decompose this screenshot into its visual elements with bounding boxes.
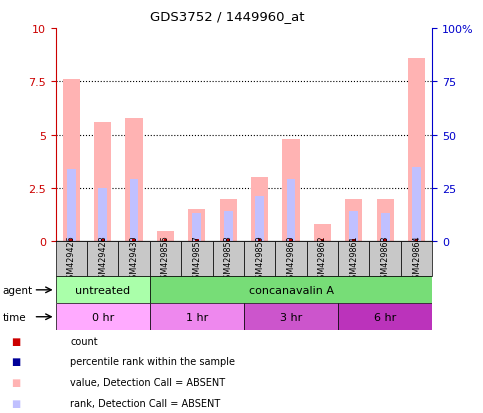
Bar xyxy=(188,210,205,242)
Text: ■: ■ xyxy=(11,356,20,366)
Bar xyxy=(349,212,358,242)
Bar xyxy=(56,277,150,304)
Bar xyxy=(275,242,307,277)
Bar xyxy=(384,240,387,242)
Bar xyxy=(213,242,244,277)
Bar xyxy=(70,240,73,242)
Bar xyxy=(283,140,299,242)
Text: 1 hr: 1 hr xyxy=(185,312,208,322)
Text: GSM429859: GSM429859 xyxy=(255,235,264,283)
Text: 3 hr: 3 hr xyxy=(280,312,302,322)
Text: GSM429426: GSM429426 xyxy=(67,235,76,283)
Text: GSM429858: GSM429858 xyxy=(224,235,233,283)
Bar xyxy=(307,242,338,277)
Bar xyxy=(118,242,150,277)
Bar xyxy=(195,240,199,242)
Bar xyxy=(415,240,418,242)
Text: GSM429864: GSM429864 xyxy=(412,235,421,283)
Bar xyxy=(338,242,369,277)
Bar xyxy=(369,242,401,277)
Bar xyxy=(401,242,432,277)
Bar xyxy=(67,169,76,242)
Text: GSM429863: GSM429863 xyxy=(381,235,390,283)
Bar xyxy=(150,242,181,277)
Text: percentile rank within the sample: percentile rank within the sample xyxy=(70,356,235,366)
Bar xyxy=(289,240,293,242)
Text: GSM429860: GSM429860 xyxy=(286,235,296,283)
Text: 6 hr: 6 hr xyxy=(374,312,397,322)
Bar xyxy=(94,123,111,242)
Text: count: count xyxy=(70,336,98,346)
Bar xyxy=(227,240,230,242)
Text: concanavalin A: concanavalin A xyxy=(249,285,333,295)
Text: untreated: untreated xyxy=(75,285,130,295)
Text: value, Detection Call = ABSENT: value, Detection Call = ABSENT xyxy=(70,377,225,387)
Text: ■: ■ xyxy=(11,398,20,408)
Bar xyxy=(192,214,201,242)
Bar xyxy=(286,180,296,242)
Bar xyxy=(150,277,432,304)
Bar xyxy=(338,304,432,330)
Bar xyxy=(157,231,174,242)
Bar xyxy=(258,240,261,242)
Bar xyxy=(244,242,275,277)
Bar xyxy=(220,199,237,242)
Bar xyxy=(132,240,136,242)
Text: rank, Detection Call = ABSENT: rank, Detection Call = ABSENT xyxy=(70,398,220,408)
Bar xyxy=(56,242,87,277)
Bar xyxy=(381,214,390,242)
Text: GDS3752 / 1449960_at: GDS3752 / 1449960_at xyxy=(150,10,304,23)
Bar xyxy=(224,212,233,242)
Text: GSM429856: GSM429856 xyxy=(161,235,170,283)
Bar xyxy=(101,240,104,242)
Bar xyxy=(321,240,324,242)
Bar xyxy=(56,304,150,330)
Bar xyxy=(408,59,425,242)
Text: GSM429857: GSM429857 xyxy=(192,235,201,283)
Bar xyxy=(255,197,264,242)
Bar xyxy=(87,242,118,277)
Text: 0 hr: 0 hr xyxy=(91,312,114,322)
Bar xyxy=(181,242,213,277)
Bar xyxy=(98,188,107,242)
Bar xyxy=(126,118,142,242)
Bar xyxy=(164,240,167,242)
Text: GSM429428: GSM429428 xyxy=(98,235,107,283)
Text: GSM429862: GSM429862 xyxy=(318,235,327,283)
Bar xyxy=(63,80,80,242)
Bar xyxy=(412,167,421,242)
Text: ■: ■ xyxy=(11,377,20,387)
Text: GSM429861: GSM429861 xyxy=(349,235,358,283)
Bar xyxy=(377,199,394,242)
Bar xyxy=(352,240,355,242)
Bar xyxy=(150,304,244,330)
Bar xyxy=(345,199,362,242)
Text: time: time xyxy=(2,312,26,322)
Bar xyxy=(314,225,331,242)
Text: agent: agent xyxy=(2,285,32,295)
Text: GSM429430: GSM429430 xyxy=(129,235,139,283)
Bar xyxy=(251,178,268,242)
Bar xyxy=(129,180,139,242)
Bar xyxy=(244,304,338,330)
Text: ■: ■ xyxy=(11,336,20,346)
